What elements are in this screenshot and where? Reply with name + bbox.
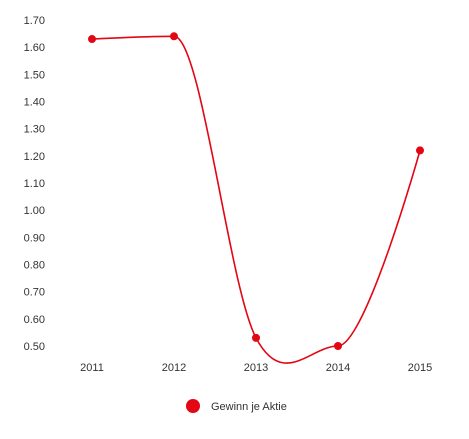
y-tick-label: 1.00	[24, 205, 45, 217]
y-tick-label: 0.70	[24, 287, 45, 299]
y-tick-label: 1.40	[24, 97, 45, 109]
y-tick-label: 1.10	[24, 178, 45, 190]
y-tick-label: 0.90	[24, 232, 45, 244]
x-tick-label: 2011	[80, 362, 104, 374]
legend-label: Gewinn je Aktie	[211, 401, 287, 413]
data-point[interactable]	[416, 146, 424, 155]
x-tick-label: 2012	[162, 362, 186, 374]
x-tick-label: 2015	[408, 362, 432, 374]
y-axis: 0.50 0.60 0.70 0.80 0.90 1.00 1.10 1.20 1.30 1.40…	[24, 15, 45, 353]
x-tick-label: 2014	[326, 362, 350, 374]
y-tick-label: 0.50	[24, 341, 45, 353]
legend[interactable]: Gewinn je Aktie	[186, 399, 287, 413]
data-point[interactable]	[334, 342, 342, 350]
plot-area	[88, 32, 424, 364]
x-tick-label: 2013	[244, 362, 268, 374]
data-point[interactable]	[170, 32, 178, 41]
x-axis: 2011 2012 2013 2014 2015	[80, 362, 432, 374]
y-tick-label: 0.80	[24, 260, 45, 272]
y-tick-label: 1.70	[24, 15, 45, 27]
data-point[interactable]	[88, 35, 96, 44]
y-tick-label: 1.60	[24, 42, 45, 54]
legend-marker	[186, 399, 200, 413]
y-tick-label: 1.20	[24, 151, 45, 163]
y-tick-label: 0.60	[24, 314, 45, 326]
y-tick-label: 1.50	[24, 69, 45, 81]
series-line	[91, 35, 421, 364]
data-point[interactable]	[252, 333, 260, 342]
y-tick-label: 1.30	[24, 124, 45, 136]
